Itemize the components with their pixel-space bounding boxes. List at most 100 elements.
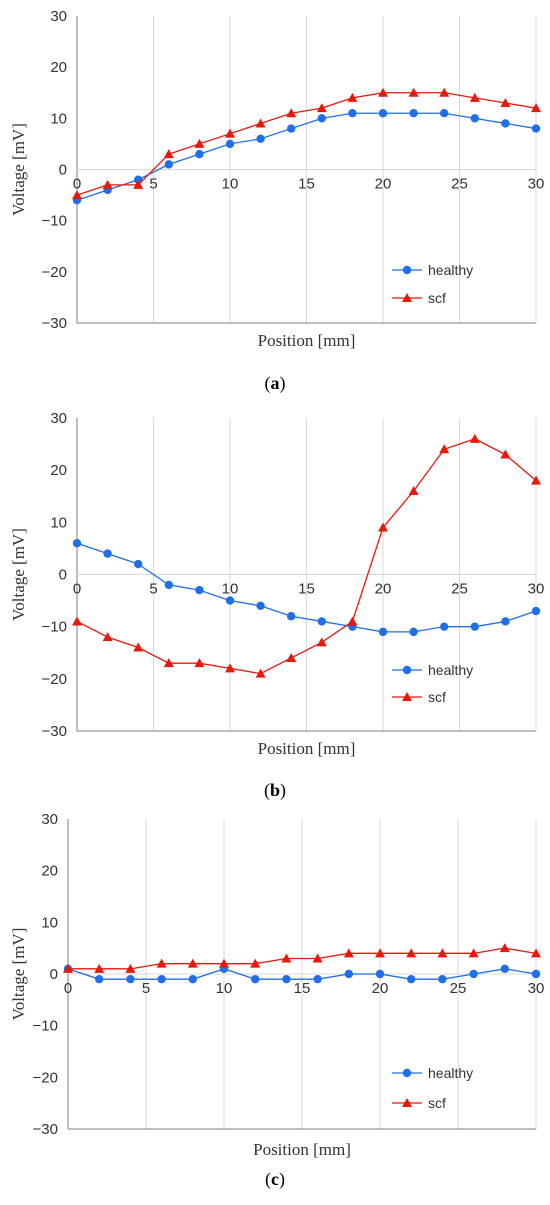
data-point-healthy [501,617,510,626]
y-tick-label: 20 [50,462,67,479]
data-point-scf [219,958,229,968]
data-point-scf [163,149,174,159]
y-tick-label: 30 [41,811,58,828]
chart-a: −30 −20 −10 0 10 20 30 0 5 10 15 20 25 30 Position [mm… [9,8,544,394]
data-point-scf [225,128,235,138]
data-point-healthy [470,114,479,123]
data-point-scf [316,103,327,113]
y-tick-label: −20 [42,264,67,281]
data-point-healthy [103,549,112,558]
y-tick-label: −30 [42,723,67,740]
data-point-healthy [440,109,449,118]
x-tick-label: 10 [222,176,239,193]
data-point-scf [194,658,205,668]
x-tick-label: 15 [294,980,311,997]
y-tick-label: −10 [42,619,67,636]
data-point-scf [469,433,480,443]
legend-label-scf: scf [428,1095,446,1111]
data-point-scf [500,449,511,459]
data-point-scf [286,652,297,662]
data-point-healthy [195,149,204,159]
x-axis-label: Position [mm] [253,1140,351,1159]
x-tick-label: 5 [149,581,157,598]
x-axis-label: Position [mm] [258,739,356,758]
legend-label-healthy: healthy [428,1065,473,1081]
data-point-scf [347,92,358,102]
data-point-healthy [287,124,296,133]
legend-marker-scf [402,1098,412,1107]
data-point-scf [312,953,323,963]
data-point-healthy [256,134,265,143]
data-point-healthy [225,596,235,605]
legend-marker-healthy [402,1068,412,1078]
y-tick-label: 20 [50,59,67,76]
y-tick-label: −30 [33,1121,58,1138]
y-tick-label: 0 [59,162,67,179]
data-point-scf [500,97,511,107]
legend-marker-healthy [402,265,412,275]
data-point-scf [163,658,174,668]
data-point-healthy [438,974,447,984]
figure-caption: (a) [265,373,286,394]
data-point-scf [469,92,480,102]
data-point-healthy [348,109,357,118]
y-tick-label: 20 [41,863,58,880]
data-point-scf [286,108,297,118]
series-line-scf [68,947,537,970]
data-point-scf [102,632,113,642]
data-point-healthy [317,617,326,626]
data-point-scf [250,958,261,968]
data-point-healthy [469,969,478,979]
data-point-scf [72,190,82,200]
data-point-scf [531,475,541,485]
data-point-healthy [95,974,104,984]
data-point-healthy [344,969,353,979]
data-point-healthy [164,160,173,169]
x-tick-label: 25 [451,176,468,193]
data-point-healthy [195,585,204,595]
data-point-scf [531,948,541,958]
x-tick-label: 5 [149,176,157,193]
data-point-scf [437,948,448,958]
y-tick-label: −10 [42,213,67,230]
data-point-scf [408,486,419,496]
data-point-healthy [409,109,418,118]
data-point-scf [63,963,73,973]
data-point-scf [133,642,144,652]
data-point-scf [347,616,358,626]
x-tick-label: 20 [375,581,392,598]
y-tick-label: −30 [42,315,67,332]
data-point-scf [102,179,113,189]
x-tick-label: 25 [451,581,468,598]
series-line-healthy [67,968,537,980]
y-tick-label: −10 [33,1018,58,1035]
data-point-scf [225,663,235,673]
legend-label-scf: scf [428,290,446,306]
data-point-scf [133,179,144,189]
x-tick-label: 15 [298,176,315,193]
y-axis-label: Voltage [mV] [9,528,28,621]
data-point-healthy [500,964,509,974]
data-point-scf [72,616,82,626]
data-point-healthy [407,974,416,984]
data-point-healthy [531,124,541,133]
x-tick-label: 0 [73,176,81,193]
x-tick-label: 30 [528,581,545,598]
data-point-healthy [72,539,82,548]
data-point-scf [281,953,292,963]
data-point-healthy [317,114,326,123]
series-line-scf [76,438,537,675]
chart-c: −30 −20 −10 0 10 20 30 0 5 10 15 20 25 30 Position [mm… [9,811,544,1190]
y-tick-label: 10 [50,514,67,531]
y-tick-label: 10 [41,914,58,931]
data-point-scf [531,103,541,113]
x-tick-label: 5 [142,980,150,997]
y-tick-label: 0 [50,966,58,983]
data-point-healthy [251,974,260,984]
data-point-healthy [134,559,143,569]
data-point-healthy [378,627,388,637]
data-point-scf [406,948,417,958]
x-tick-label: 0 [73,581,81,598]
y-tick-label: −20 [42,671,67,688]
x-tick-label: 20 [375,176,392,193]
